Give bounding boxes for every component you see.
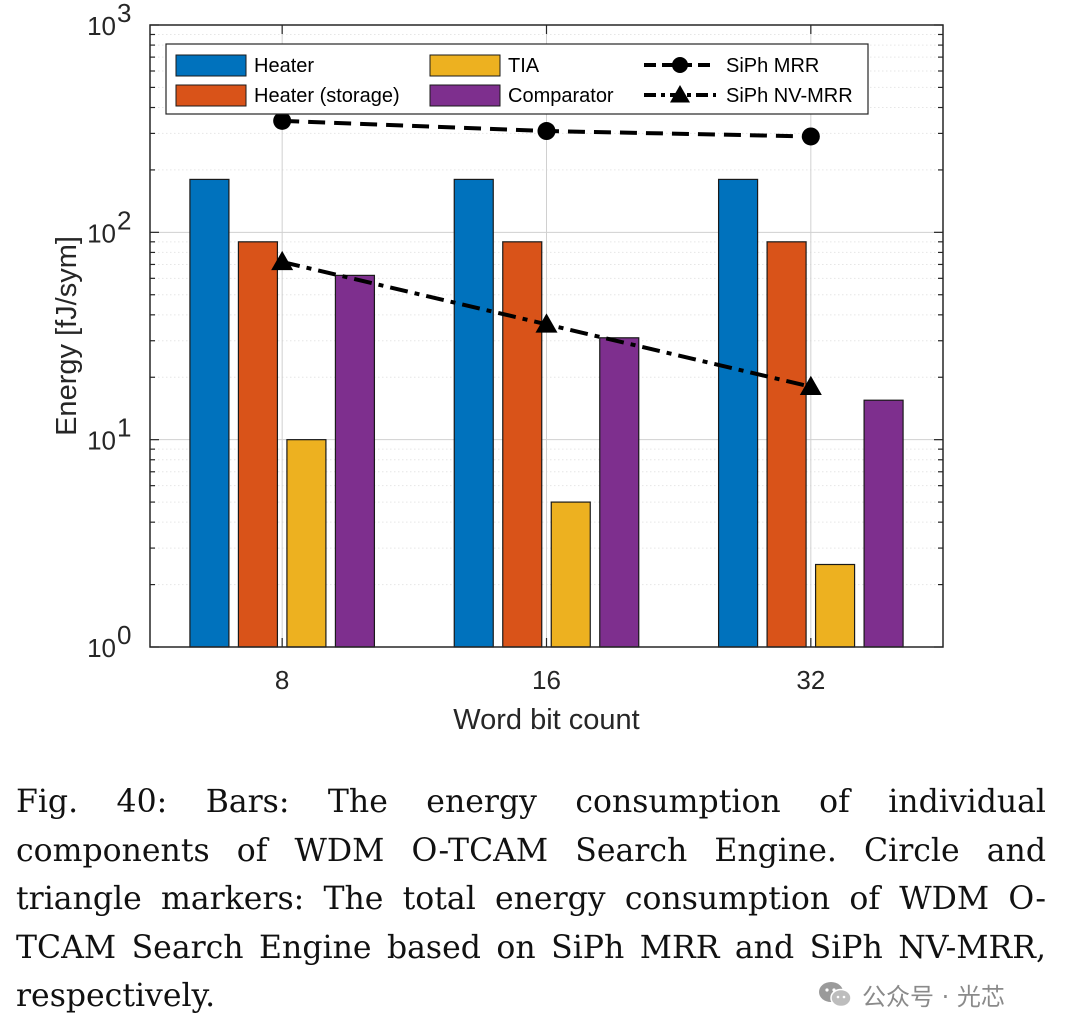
- x-tick-label-16: 16: [532, 665, 561, 695]
- chart-lines: [271, 111, 822, 395]
- y-tick-label-10-0: 10 0: [87, 620, 131, 663]
- bar-heater-storage-8: [237, 241, 279, 648]
- legend-label-siph-mrr: SiPh MRR: [726, 55, 819, 77]
- bar-tia-32: [814, 563, 856, 648]
- bar-tia-16: [550, 501, 591, 648]
- legend-item-heater-storage: Heater (storage): [175, 84, 400, 107]
- legend-item-siph-nv-mrr: SiPh NV-MRR: [644, 85, 853, 107]
- legend-label-heater: Heater: [254, 55, 314, 77]
- axis-ticks: [150, 24, 943, 648]
- y-tick-base: 10: [87, 11, 116, 41]
- legend-item-tia: TIA: [429, 54, 540, 77]
- y-tick-label-10-2: 10 2: [87, 205, 131, 248]
- y-tick-base: 10: [87, 633, 116, 663]
- legend-marker-siph-nv-mrr: [670, 85, 690, 103]
- chart-legend: Heater Heater (storage) TIA Comparator SiPh …: [165, 43, 869, 115]
- y-tick-label-10-3: 10 3: [87, 0, 131, 41]
- legend-label-tia: TIA: [508, 55, 540, 77]
- x-tick-label-8: 8: [275, 665, 289, 695]
- bar-heater-storage-32: [766, 241, 807, 648]
- legend-item-siph-mrr: SiPh MRR: [644, 55, 819, 77]
- marker-siph-nv-mrr-16: [535, 313, 558, 333]
- y-tick-exponent: 1: [117, 413, 131, 443]
- bar-heater-16: [453, 178, 494, 648]
- legend-swatch-tia: [429, 54, 501, 77]
- bar-comparator-8: [334, 274, 376, 648]
- y-tick-base: 10: [87, 218, 116, 248]
- legend-swatch-heater: [175, 54, 247, 77]
- legend-swatch-heater-storage: [175, 84, 247, 107]
- legend-box: [165, 43, 869, 115]
- bar-heater-32: [717, 178, 759, 648]
- legend-label-heater-storage: Heater (storage): [254, 85, 400, 107]
- bar-comparator-16: [599, 337, 640, 648]
- marker-siph-mrr-8: [273, 111, 292, 130]
- legend-swatch-comparator: [429, 84, 501, 107]
- x-axis-title: Word bit count: [453, 704, 639, 736]
- chart-bars: [189, 178, 904, 648]
- marker-siph-mrr-32: [801, 127, 820, 146]
- marker-siph-mrr-16: [537, 122, 556, 141]
- legend-marker-siph-mrr: [672, 57, 688, 73]
- legend-label-siph-nv-mrr: SiPh NV-MRR: [726, 85, 853, 107]
- watermark: 公众号 · 光芯: [818, 977, 1005, 1012]
- y-tick-label-10-1: 10 1: [87, 413, 131, 456]
- y-tick-base: 10: [87, 426, 116, 456]
- x-tick-label-32: 32: [796, 665, 825, 695]
- y-tick-exponent: 3: [117, 0, 131, 28]
- wechat-icon: [819, 981, 852, 1007]
- legend-label-comparator: Comparator: [508, 85, 614, 107]
- figure-caption: Fig. 40: Bars: The energy consumption of…: [16, 784, 1046, 1014]
- bar-heater-8: [189, 178, 230, 648]
- y-tick-exponent: 0: [117, 620, 131, 650]
- bar-tia-8: [286, 439, 327, 648]
- y-tick-exponent: 2: [117, 205, 131, 235]
- legend-item-comparator: Comparator: [429, 84, 614, 107]
- marker-siph-nv-mrr-32: [799, 375, 822, 395]
- y-axis-title: Energy [fJ/sym]: [51, 236, 83, 436]
- legend-item-heater: Heater: [175, 54, 314, 77]
- marker-siph-nv-mrr-8: [271, 250, 294, 271]
- bar-heater-storage-16: [502, 241, 543, 648]
- bar-comparator-32: [863, 399, 904, 648]
- watermark-text: 公众号 · 光芯: [862, 983, 1005, 1011]
- x-tick-labels: 8 16 32: [275, 665, 825, 695]
